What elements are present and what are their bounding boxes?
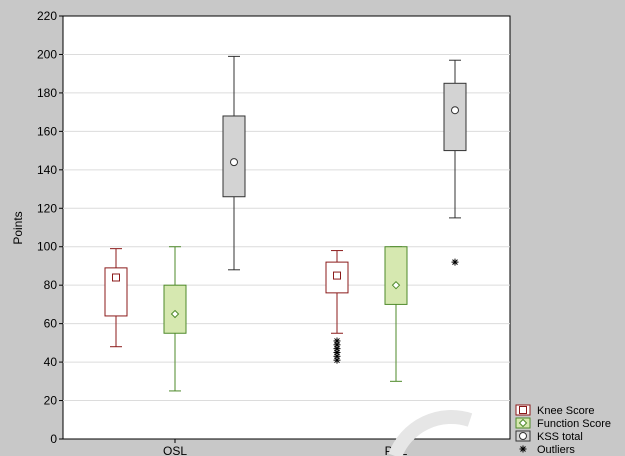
box-body [222,115,246,198]
box-function-score-osl [163,246,187,392]
box-body [443,82,467,152]
y-tick-label: 0 [50,432,57,446]
y-tick-label: 60 [44,317,58,331]
box-body [163,284,187,334]
box-body [104,267,128,317]
legend-marker [518,418,528,428]
center-marker [170,309,180,319]
center-marker [451,106,459,115]
y-axis-title: Points [11,211,25,244]
outliers-legend-icon [519,445,527,453]
y-tick-label: 20 [44,394,58,408]
x-tick-label: OSL [163,444,187,456]
box-kss-total-osl [222,55,246,271]
legend-item: Function Score [515,417,611,430]
y-tick-label: 180 [37,86,57,100]
legend-item: Outliers [519,444,575,456]
y-tick-label: 40 [44,355,58,369]
legend-label: Outliers [537,444,575,456]
asterisk-stroke [520,446,526,452]
box-knee-score-psl [325,250,349,364]
watermark-arc [388,409,473,456]
legend-label: Function Score [537,418,611,430]
y-tick-label: 100 [37,240,57,254]
grid-lines [63,53,510,402]
y-tick-label: 120 [37,201,57,215]
box-series [104,55,467,392]
box-knee-score-osl [104,248,128,348]
legend-label: KSS total [537,431,583,443]
asterisk-stroke [334,338,340,344]
legend-label: Knee Score [537,405,594,417]
box-kss-total-psl [443,59,467,266]
legend-marker [519,432,527,440]
y-tick-label: 220 [37,9,57,23]
y-axis: 0 20 40 60 80 100 120 140 160 180 200 220 [37,9,63,446]
center-marker [230,158,238,167]
y-tick-label: 160 [37,124,57,138]
y-tick-label: 140 [37,163,57,177]
asterisk-stroke [452,259,458,265]
legend-item: Knee Score [515,404,594,417]
legend-marker [519,406,527,414]
y-tick-label: 200 [37,47,57,61]
legend-item: KSS total [515,430,583,443]
center-marker [391,280,401,290]
outlier-point [333,337,341,345]
box-body [384,246,408,305]
y-tick-label: 80 [44,278,58,292]
plot-area [62,15,511,440]
center-marker [333,271,341,280]
center-marker [112,273,120,282]
outlier-point [451,258,459,266]
box-function-score-psl [384,246,408,382]
